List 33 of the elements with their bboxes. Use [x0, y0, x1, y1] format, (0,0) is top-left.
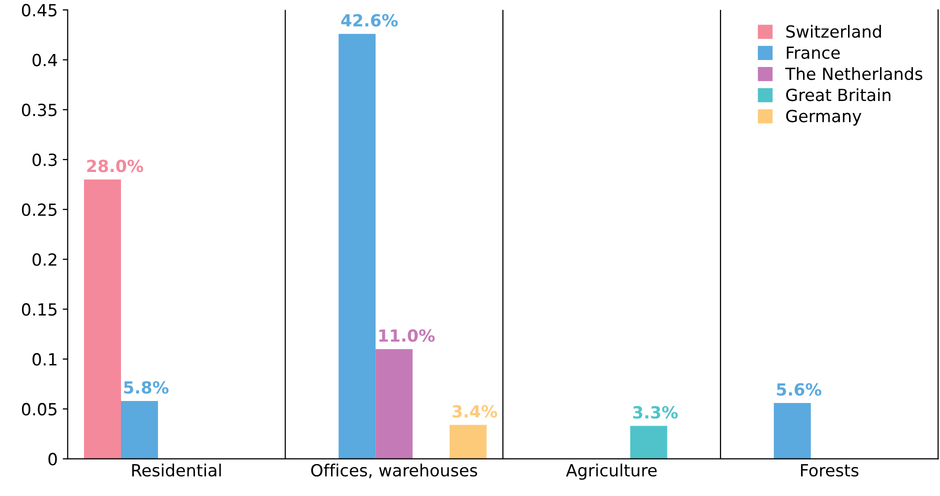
y-tick-label: 0.1: [32, 353, 56, 366]
y-tick-label: 0.3: [32, 154, 57, 166]
data-label: 5.6%: [776, 383, 822, 396]
y-tick-label: 0.4: [32, 54, 58, 66]
bar: [120, 400, 158, 459]
legend-label: Great Britain: [786, 88, 890, 102]
legend-label: Germany: [786, 110, 862, 126]
legend-label: France: [786, 46, 840, 59]
data-label: 28.0%: [87, 160, 144, 172]
data-label: 5.8%: [124, 381, 169, 394]
bar: [84, 179, 121, 459]
data-label: 3.3%: [633, 406, 678, 419]
y-tick-label: 0.2: [32, 253, 56, 266]
data-label: 11.0%: [379, 329, 435, 342]
y-tick-label: 0: [48, 452, 57, 466]
y-tick-label: 0.05: [22, 402, 56, 416]
y-tick-label: 0.15: [22, 303, 56, 316]
bar: [774, 402, 811, 459]
bar: [338, 34, 376, 459]
bar: [376, 349, 413, 459]
x-tick-label: Residential: [132, 464, 221, 477]
y-tick-label: 0.25: [22, 203, 56, 216]
data-label: 42.6%: [341, 14, 398, 27]
bar: [630, 426, 668, 459]
x-tick-label: Agriculture: [566, 464, 657, 480]
data-label: 3.4%: [452, 405, 498, 418]
bar: [450, 424, 487, 459]
x-tick-label: Offices, warehouses: [311, 464, 478, 478]
x-tick-label: Forests: [801, 464, 858, 477]
legend-label: Switzerland: [786, 24, 881, 38]
y-tick-label: 0.45: [22, 4, 56, 16]
y-tick-label: 0.35: [22, 104, 56, 116]
legend-label: The Netherlands: [785, 67, 922, 80]
